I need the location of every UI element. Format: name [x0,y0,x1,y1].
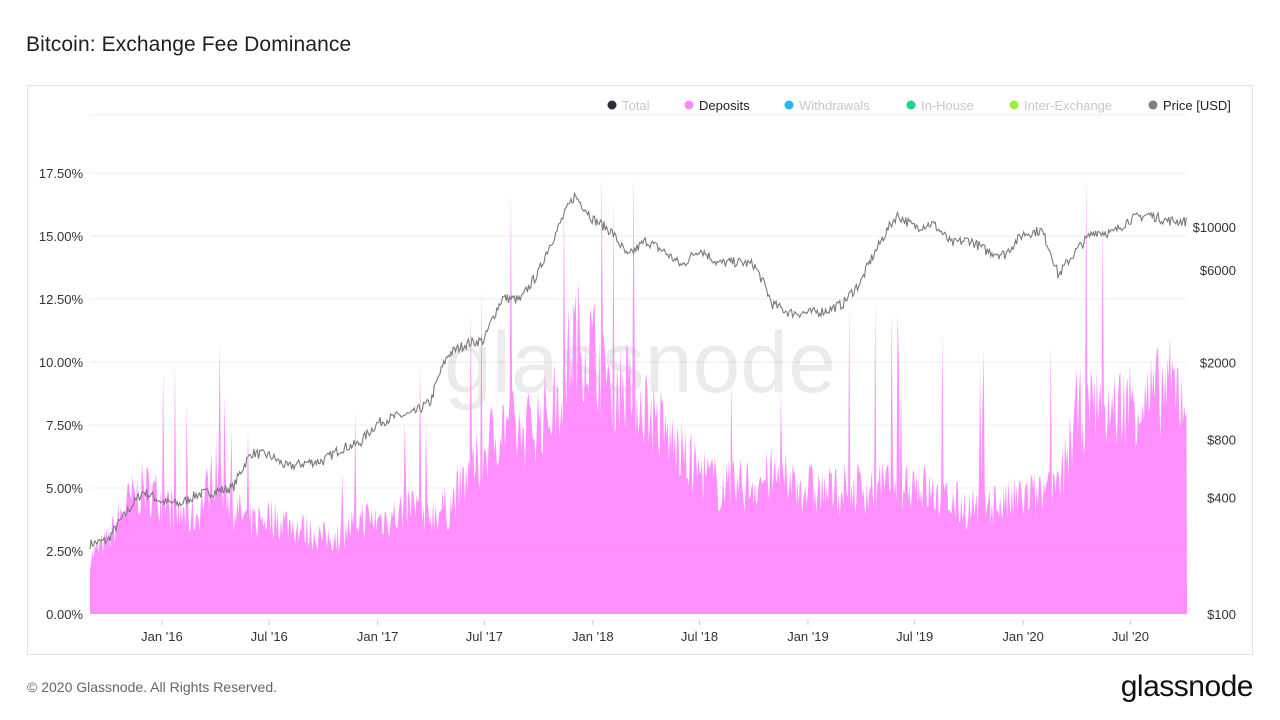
legend-label: Price [USD] [1163,98,1231,113]
legend-marker [784,100,794,110]
legend-label: Total [622,98,650,113]
y-right-tick-label: $800 [1207,432,1236,447]
y-right-tick-label: $100 [1207,607,1236,622]
x-tick-label: Jul '17 [466,629,503,644]
legend-marker [607,100,617,110]
x-tick-label: Jan '16 [141,629,183,644]
glassnode-logo[interactable]: glassnode [1120,670,1254,703]
legend-item-total[interactable]: Total [607,98,650,113]
x-tick-label: Jan '19 [787,629,829,644]
legend-marker [906,100,916,110]
y-left-tick-label: 5.00% [46,481,83,496]
watermark: glassnode [444,315,836,411]
y-right-tick-label: $6000 [1200,263,1236,278]
y-left-tick-label: 17.50% [39,166,84,181]
legend-item-price-usd[interactable]: Price [USD] [1148,98,1231,113]
y-left-tick-label: 2.50% [46,544,83,559]
legend-marker [1009,100,1019,110]
chart-title: Bitcoin: Exchange Fee Dominance [26,33,352,56]
y-right-tick-label: $2000 [1200,355,1236,370]
y-axis-right: $100 $400 $800 $2000 $6000 $10000 [1193,220,1236,622]
legend-label: In-House [921,98,974,113]
price-line [89,191,1187,550]
legend-item-inter-exchange[interactable]: Inter-Exchange [1009,98,1113,113]
legend-label: Withdrawals [799,98,870,113]
legend-label: Deposits [699,98,750,113]
legend-item-in-house[interactable]: In-House [906,98,974,113]
x-tick-label: Jan '17 [357,629,399,644]
legend-item-deposits[interactable]: Deposits [684,98,751,113]
y-left-tick-label: 12.50% [39,292,84,307]
legend-marker [684,100,694,110]
y-right-tick-label: $400 [1207,491,1236,506]
legend-marker [1148,100,1158,110]
copyright-footer: © 2020 Glassnode. All Rights Reserved. [27,679,278,695]
deposits-area [90,173,1187,614]
x-tick-label: Jul '18 [681,629,718,644]
x-tick-label: Jul '20 [1112,629,1149,644]
price-line-series [89,191,1187,550]
y-left-tick-label: 15.00% [39,229,84,244]
x-tick-label: Jan '18 [572,629,614,644]
y-left-tick-label: 0.00% [46,607,83,622]
y-left-tick-label: 10.00% [39,355,84,370]
legend-label: Inter-Exchange [1024,98,1112,113]
legend[interactable]: Total Deposits Withdrawals In-House Inter-Ex… [607,98,1231,113]
y-left-tick-label: 7.50% [46,418,83,433]
legend-item-withdrawals[interactable]: Withdrawals [784,98,871,113]
y-right-tick-label: $10000 [1193,220,1236,235]
y-axis-left: 0.00% 2.50% 5.00% 7.50% 10.00% 12.50% 15.00% 17… [39,166,84,622]
x-tick-label: Jul '16 [251,629,288,644]
x-axis: Jan '16 Jul '16 Jan '17 Jul '17 Jan '18 Jul '… [141,620,1149,644]
x-tick-label: Jan '20 [1002,629,1044,644]
deposits-area-series [90,173,1187,614]
x-tick-label: Jul '19 [896,629,933,644]
